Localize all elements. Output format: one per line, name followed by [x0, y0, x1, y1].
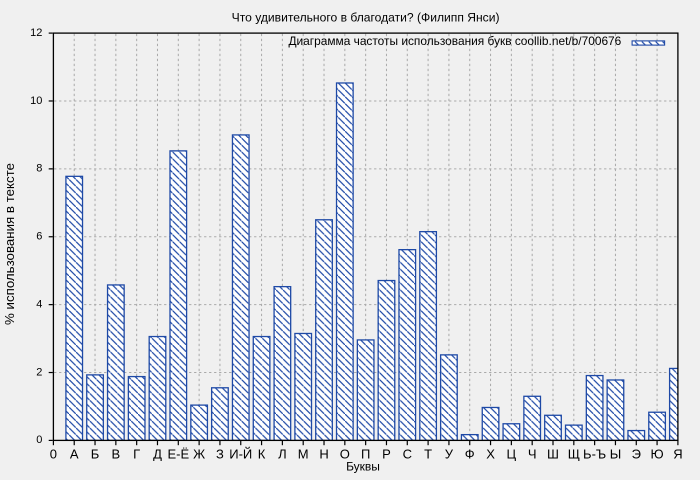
svg-text:Ш: Ш [547, 446, 559, 461]
svg-text:В: В [112, 446, 121, 461]
svg-text:М: М [298, 446, 309, 461]
svg-text:Э: Э [632, 446, 641, 461]
svg-text:Ж: Ж [193, 446, 205, 461]
svg-text:6: 6 [36, 231, 42, 243]
svg-text:10: 10 [30, 95, 42, 107]
svg-text:0: 0 [36, 434, 42, 446]
svg-text:Д: Д [153, 446, 162, 461]
svg-text:И-Й: И-Й [229, 446, 252, 461]
svg-text:К: К [258, 446, 266, 461]
svg-text:Р: Р [382, 446, 391, 461]
svg-text:Е-Ё: Е-Ё [167, 446, 189, 461]
svg-text:Ю: Ю [651, 446, 664, 461]
svg-text:С: С [403, 446, 412, 461]
svg-text:Ь-Ъ: Ь-Ъ [583, 446, 606, 461]
svg-text:12: 12 [30, 27, 42, 39]
svg-text:Буквы: Буквы [346, 459, 380, 473]
svg-text:Л: Л [278, 446, 287, 461]
svg-text:8: 8 [36, 163, 42, 175]
svg-text:0: 0 [50, 446, 57, 461]
svg-text:Что удивительного в благодати?: Что удивительного в благодати? (Филипп Я… [232, 11, 500, 25]
svg-text:О: О [340, 446, 350, 461]
svg-text:2: 2 [36, 366, 42, 378]
svg-text:4: 4 [36, 298, 42, 310]
svg-text:Б: Б [91, 446, 100, 461]
svg-text:П: П [361, 446, 370, 461]
svg-text:Ч: Ч [528, 446, 537, 461]
svg-text:Х: Х [486, 446, 495, 461]
svg-text:% использования в тексте: % использования в тексте [2, 163, 17, 325]
svg-text:А: А [70, 446, 79, 461]
svg-text:Ы: Ы [610, 446, 622, 461]
svg-text:Н: Н [319, 446, 328, 461]
svg-text:З: З [216, 446, 224, 461]
svg-text:У: У [445, 446, 454, 461]
svg-text:Щ: Щ [568, 446, 580, 461]
svg-text:Г: Г [133, 446, 140, 461]
svg-text:Ц: Ц [507, 446, 517, 461]
svg-text:Ф: Ф [465, 446, 475, 461]
svg-text:Я: Я [673, 446, 682, 461]
svg-text:Диаграмма частоты использовани: Диаграмма частоты использования букв coo… [288, 34, 621, 48]
svg-text:Т: Т [424, 446, 432, 461]
